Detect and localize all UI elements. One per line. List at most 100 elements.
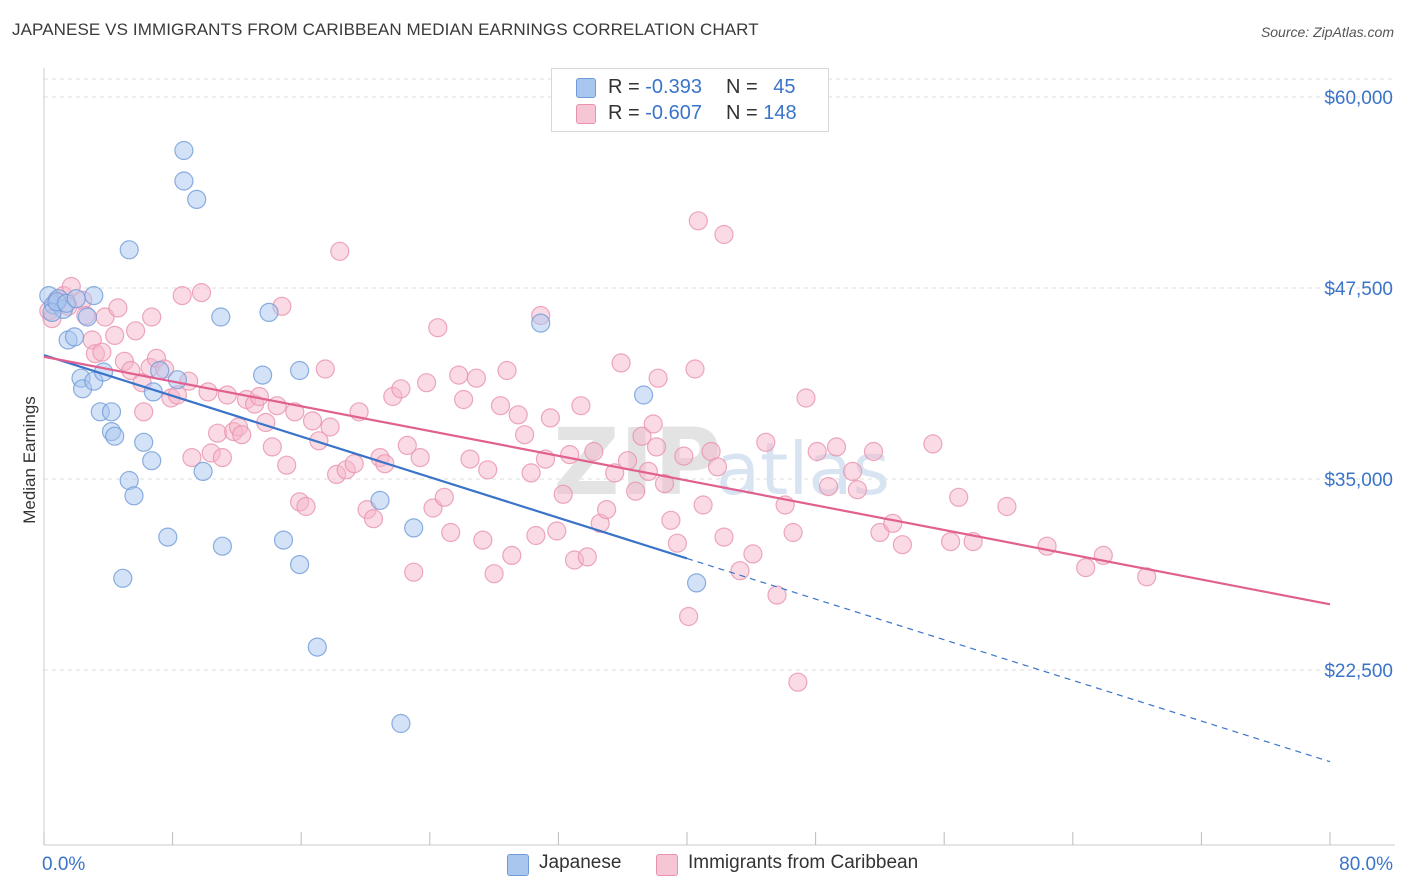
caribbean-point — [842, 461, 863, 481]
trend-lines — [43, 354, 1331, 763]
caribbean-point — [497, 360, 517, 381]
legend-swatch-japanese — [576, 78, 596, 98]
caribbean-point — [108, 298, 128, 318]
caribbean-point — [521, 463, 541, 483]
caribbean-point — [678, 606, 699, 627]
japanese-point — [211, 307, 231, 327]
caribbean-point — [584, 441, 604, 462]
caribbean-point — [410, 448, 430, 468]
caribbean-point — [547, 521, 567, 541]
caribbean-point — [449, 365, 469, 385]
caribbean-point — [502, 545, 522, 566]
caribbean-point — [688, 211, 708, 231]
bottom-legend-swatch-japanese — [507, 854, 529, 876]
caribbean-points — [39, 211, 1157, 692]
caribbean-point — [478, 460, 498, 480]
grid-lines — [44, 78, 1395, 671]
caribbean-point — [315, 359, 335, 379]
japanese-point — [193, 461, 213, 481]
caribbean-point — [262, 437, 282, 457]
caribbean-point — [553, 484, 573, 504]
caribbean-point — [883, 513, 903, 533]
y-tick-label: $47,500 — [1324, 279, 1393, 300]
legend-r-label: R = — [608, 76, 646, 98]
caribbean-point — [142, 307, 162, 327]
caribbean-point — [1037, 536, 1057, 556]
caribbean-point — [126, 321, 146, 341]
caribbean-point — [783, 522, 803, 543]
bottom-legend-label-japanese: Japanese — [539, 852, 622, 873]
y-tick-labels: $22,500 $35,000 $47,500 $60,000 — [1324, 88, 1393, 682]
caribbean-point — [743, 544, 763, 564]
japanese-point — [119, 240, 139, 260]
caribbean-point — [577, 547, 597, 567]
chart-title: JAPANESE VS IMMIGRANTS FROM CARIBBEAN ME… — [12, 20, 759, 39]
caribbean-point — [285, 402, 305, 422]
japanese-point — [290, 554, 310, 575]
y-tick-label: $60,000 — [1324, 88, 1393, 109]
japanese-point — [64, 327, 85, 347]
japanese-point — [212, 536, 232, 556]
caribbean-point — [484, 564, 504, 584]
caribbean-point — [611, 353, 631, 373]
japanese-point — [259, 302, 279, 322]
caribbean-point — [596, 500, 617, 520]
caribbean-point — [540, 408, 561, 428]
caribbean-point — [643, 414, 663, 434]
japanese-point — [158, 527, 178, 547]
japanese-point — [531, 313, 551, 333]
caribbean-point — [397, 435, 417, 455]
caribbean-point — [654, 474, 675, 494]
caribbean-point — [1076, 557, 1096, 578]
japanese-point — [167, 370, 187, 390]
japanese-point — [273, 530, 294, 550]
japanese-point — [633, 385, 654, 405]
caribbean-point — [685, 359, 705, 379]
legend: R = -0.393 N = 45 R = -0.607 N = 148 — [551, 68, 829, 132]
caribbean-point — [707, 457, 728, 477]
caribbean-point — [847, 480, 868, 500]
watermark-atlas: atlas — [716, 427, 890, 511]
japanese-trend-extension — [686, 557, 1331, 763]
japanese-point — [686, 573, 707, 593]
caribbean-trend-line — [43, 355, 1331, 606]
caribbean-point — [434, 487, 454, 507]
caribbean-point — [632, 426, 652, 446]
caribbean-point — [796, 388, 816, 408]
caribbean-point — [714, 527, 734, 547]
caribbean-point — [756, 432, 776, 452]
japanese-point — [391, 713, 411, 734]
legend-n-value-caribbean: 148 — [763, 102, 797, 124]
japanese-point — [174, 140, 194, 161]
japanese-point — [187, 189, 207, 209]
japanese-point — [113, 568, 133, 588]
caribbean-point — [473, 530, 493, 550]
legend-r-value-japanese: -0.393 — [645, 76, 702, 98]
caribbean-point — [818, 477, 839, 497]
caribbean-point — [454, 389, 474, 410]
caribbean-point — [997, 496, 1017, 517]
caribbean-point — [508, 405, 528, 425]
caribbean-point — [923, 434, 943, 454]
caribbean-point — [646, 437, 667, 457]
japanese-point — [134, 432, 154, 452]
y-axis-label: Median Earnings — [20, 396, 39, 524]
caribbean-point — [134, 402, 154, 422]
caribbean-point — [571, 396, 591, 416]
legend-r-label: R = — [608, 102, 646, 124]
x-tick-label-max: 80.0% — [1339, 854, 1393, 875]
caribbean-point — [277, 455, 297, 475]
japanese-point — [142, 451, 162, 471]
caribbean-point — [949, 487, 969, 507]
caribbean-point — [674, 446, 694, 466]
caribbean-point — [767, 585, 787, 605]
japanese-point — [174, 171, 194, 191]
caribbean-point — [460, 449, 480, 469]
caribbean-point — [863, 441, 884, 462]
legend-n-label: N = — [725, 76, 764, 98]
japanese-point — [124, 486, 144, 506]
legend-swatch-caribbean — [576, 104, 596, 124]
caribbean-point — [661, 510, 681, 530]
caribbean-point — [212, 448, 232, 468]
